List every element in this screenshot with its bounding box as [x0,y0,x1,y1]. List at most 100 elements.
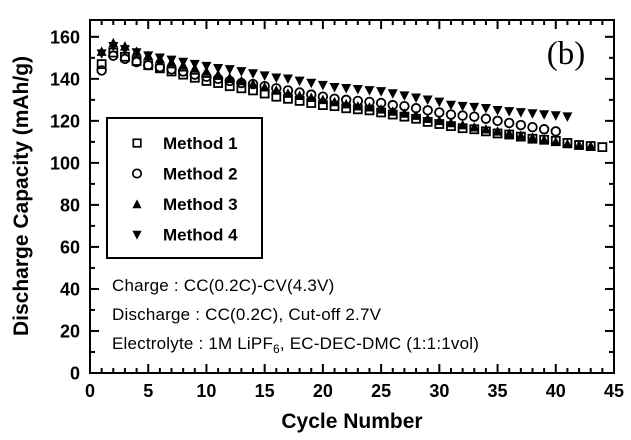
data-point-method-1 [166,66,177,77]
data-point-method-1 [306,98,317,108]
data-point-method-3 [527,132,538,142]
data-point-method-1 [364,105,375,116]
data-point-method-1 [143,60,154,71]
data-point-method-1 [248,85,258,96]
data-point-method-3 [585,140,596,151]
data-point-method-4 [317,80,328,91]
x-axis-title: Cycle Number [281,410,422,433]
data-point-method-2 [492,115,503,127]
y-tick-label: 120 [50,111,80,131]
plot-frame [89,19,615,374]
x-tick-label: 15 [255,381,275,401]
data-point-method-2 [236,77,247,89]
data-point-method-3 [469,121,480,132]
data-point-method-1 [562,138,573,148]
data-point-method-1 [376,107,387,118]
data-point-method-1 [213,78,223,88]
data-point-method-1 [597,142,608,153]
data-point-method-4 [341,83,352,94]
data-point-method-2 [504,117,515,129]
data-point-method-1 [189,72,200,83]
data-point-method-3 [131,46,142,56]
data-point-method-3 [166,56,177,67]
annotations: Charge : CC(0.2C)-CV(4.3V) Discharge : C… [112,276,479,356]
y-tick-label: 40 [60,279,80,299]
data-point-method-3 [492,126,503,136]
data-point-method-2 [538,124,550,135]
data-point-method-4 [399,91,410,101]
legend-label-method-3: Method 3 [163,195,238,214]
legend: Method 1 Method 2 Method 3 Method 4 [106,117,263,259]
data-point-method-1 [120,51,130,62]
data-point-method-4 [457,101,468,112]
data-point-method-3 [515,130,526,140]
data-point-method-4 [294,76,305,87]
data-point-method-2 [434,107,445,118]
data-point-method-2 [259,80,270,92]
data-point-method-1 [457,123,468,134]
data-point-method-1 [504,129,515,140]
data-point-method-2 [469,111,480,122]
data-point-method-1 [352,104,363,115]
data-point-method-3 [236,75,247,86]
data-point-method-1 [411,113,421,124]
data-point-method-1 [178,69,189,80]
data-point-method-4 [271,73,282,83]
data-point-method-4 [329,82,340,93]
data-point-method-2 [550,126,561,137]
data-point-method-2 [527,121,538,133]
data-point-method-1 [469,124,480,135]
filled-triangle-down-marker-icon [132,230,142,240]
y-tick-label: 140 [50,69,80,89]
data-point-method-2 [399,100,410,112]
data-point-method-4 [434,97,445,108]
data-point-method-1 [539,134,550,145]
data-point-method-1 [96,59,107,70]
x-tick-label: 45 [604,381,624,401]
data-point-method-4 [422,95,433,106]
data-point-method-1 [201,76,212,86]
x-tick-label: 20 [313,381,333,401]
data-point-method-4 [236,67,247,77]
data-point-method-1 [446,121,456,132]
data-point-method-4 [515,108,526,118]
data-point-method-4 [387,89,398,99]
data-point-method-4 [259,71,270,81]
data-point-method-4 [352,85,363,95]
data-point-method-4 [504,107,515,117]
data-point-method-2 [480,113,492,124]
data-point-method-1 [481,126,491,137]
data-point-method-2 [410,103,422,114]
data-point-method-1 [550,135,561,146]
filled-triangle-up-marker-icon [132,199,142,209]
data-point-method-4 [411,93,422,103]
data-point-method-2 [119,53,131,65]
data-point-method-4 [480,103,491,114]
plot-dynamic-layer: 0 5 10 15 20 25 30 35 40 45 0 20 40 60 80 100 120 140 160 [50,20,624,401]
data-point-method-1 [131,56,142,66]
x-tick-label: 40 [546,381,566,401]
data-point-method-4 [492,106,503,116]
data-point-method-2 [457,110,468,121]
data-point-method-1 [492,128,503,139]
data-point-method-4 [224,65,235,75]
annotation-discharge: Discharge : CC(0.2C), Cut-off 2.7V [112,305,382,324]
data-point-method-1 [236,83,247,94]
data-point-method-1 [515,131,526,142]
data-point-method-1 [399,111,410,122]
data-point-method-2 [143,59,154,71]
data-point-method-1 [108,47,119,58]
data-point-method-2 [166,64,177,75]
data-point-method-2 [387,99,398,111]
data-point-method-1 [329,101,340,112]
y-tick-label: 20 [60,321,80,341]
data-point-method-2 [375,97,387,109]
data-point-method-1 [585,141,596,151]
open-square-marker-icon [132,138,142,148]
data-point-method-4 [539,110,550,120]
data-point-method-4 [213,64,224,74]
data-point-method-1 [283,93,293,104]
data-point-method-3 [108,37,119,48]
data-point-method-1 [154,63,165,74]
